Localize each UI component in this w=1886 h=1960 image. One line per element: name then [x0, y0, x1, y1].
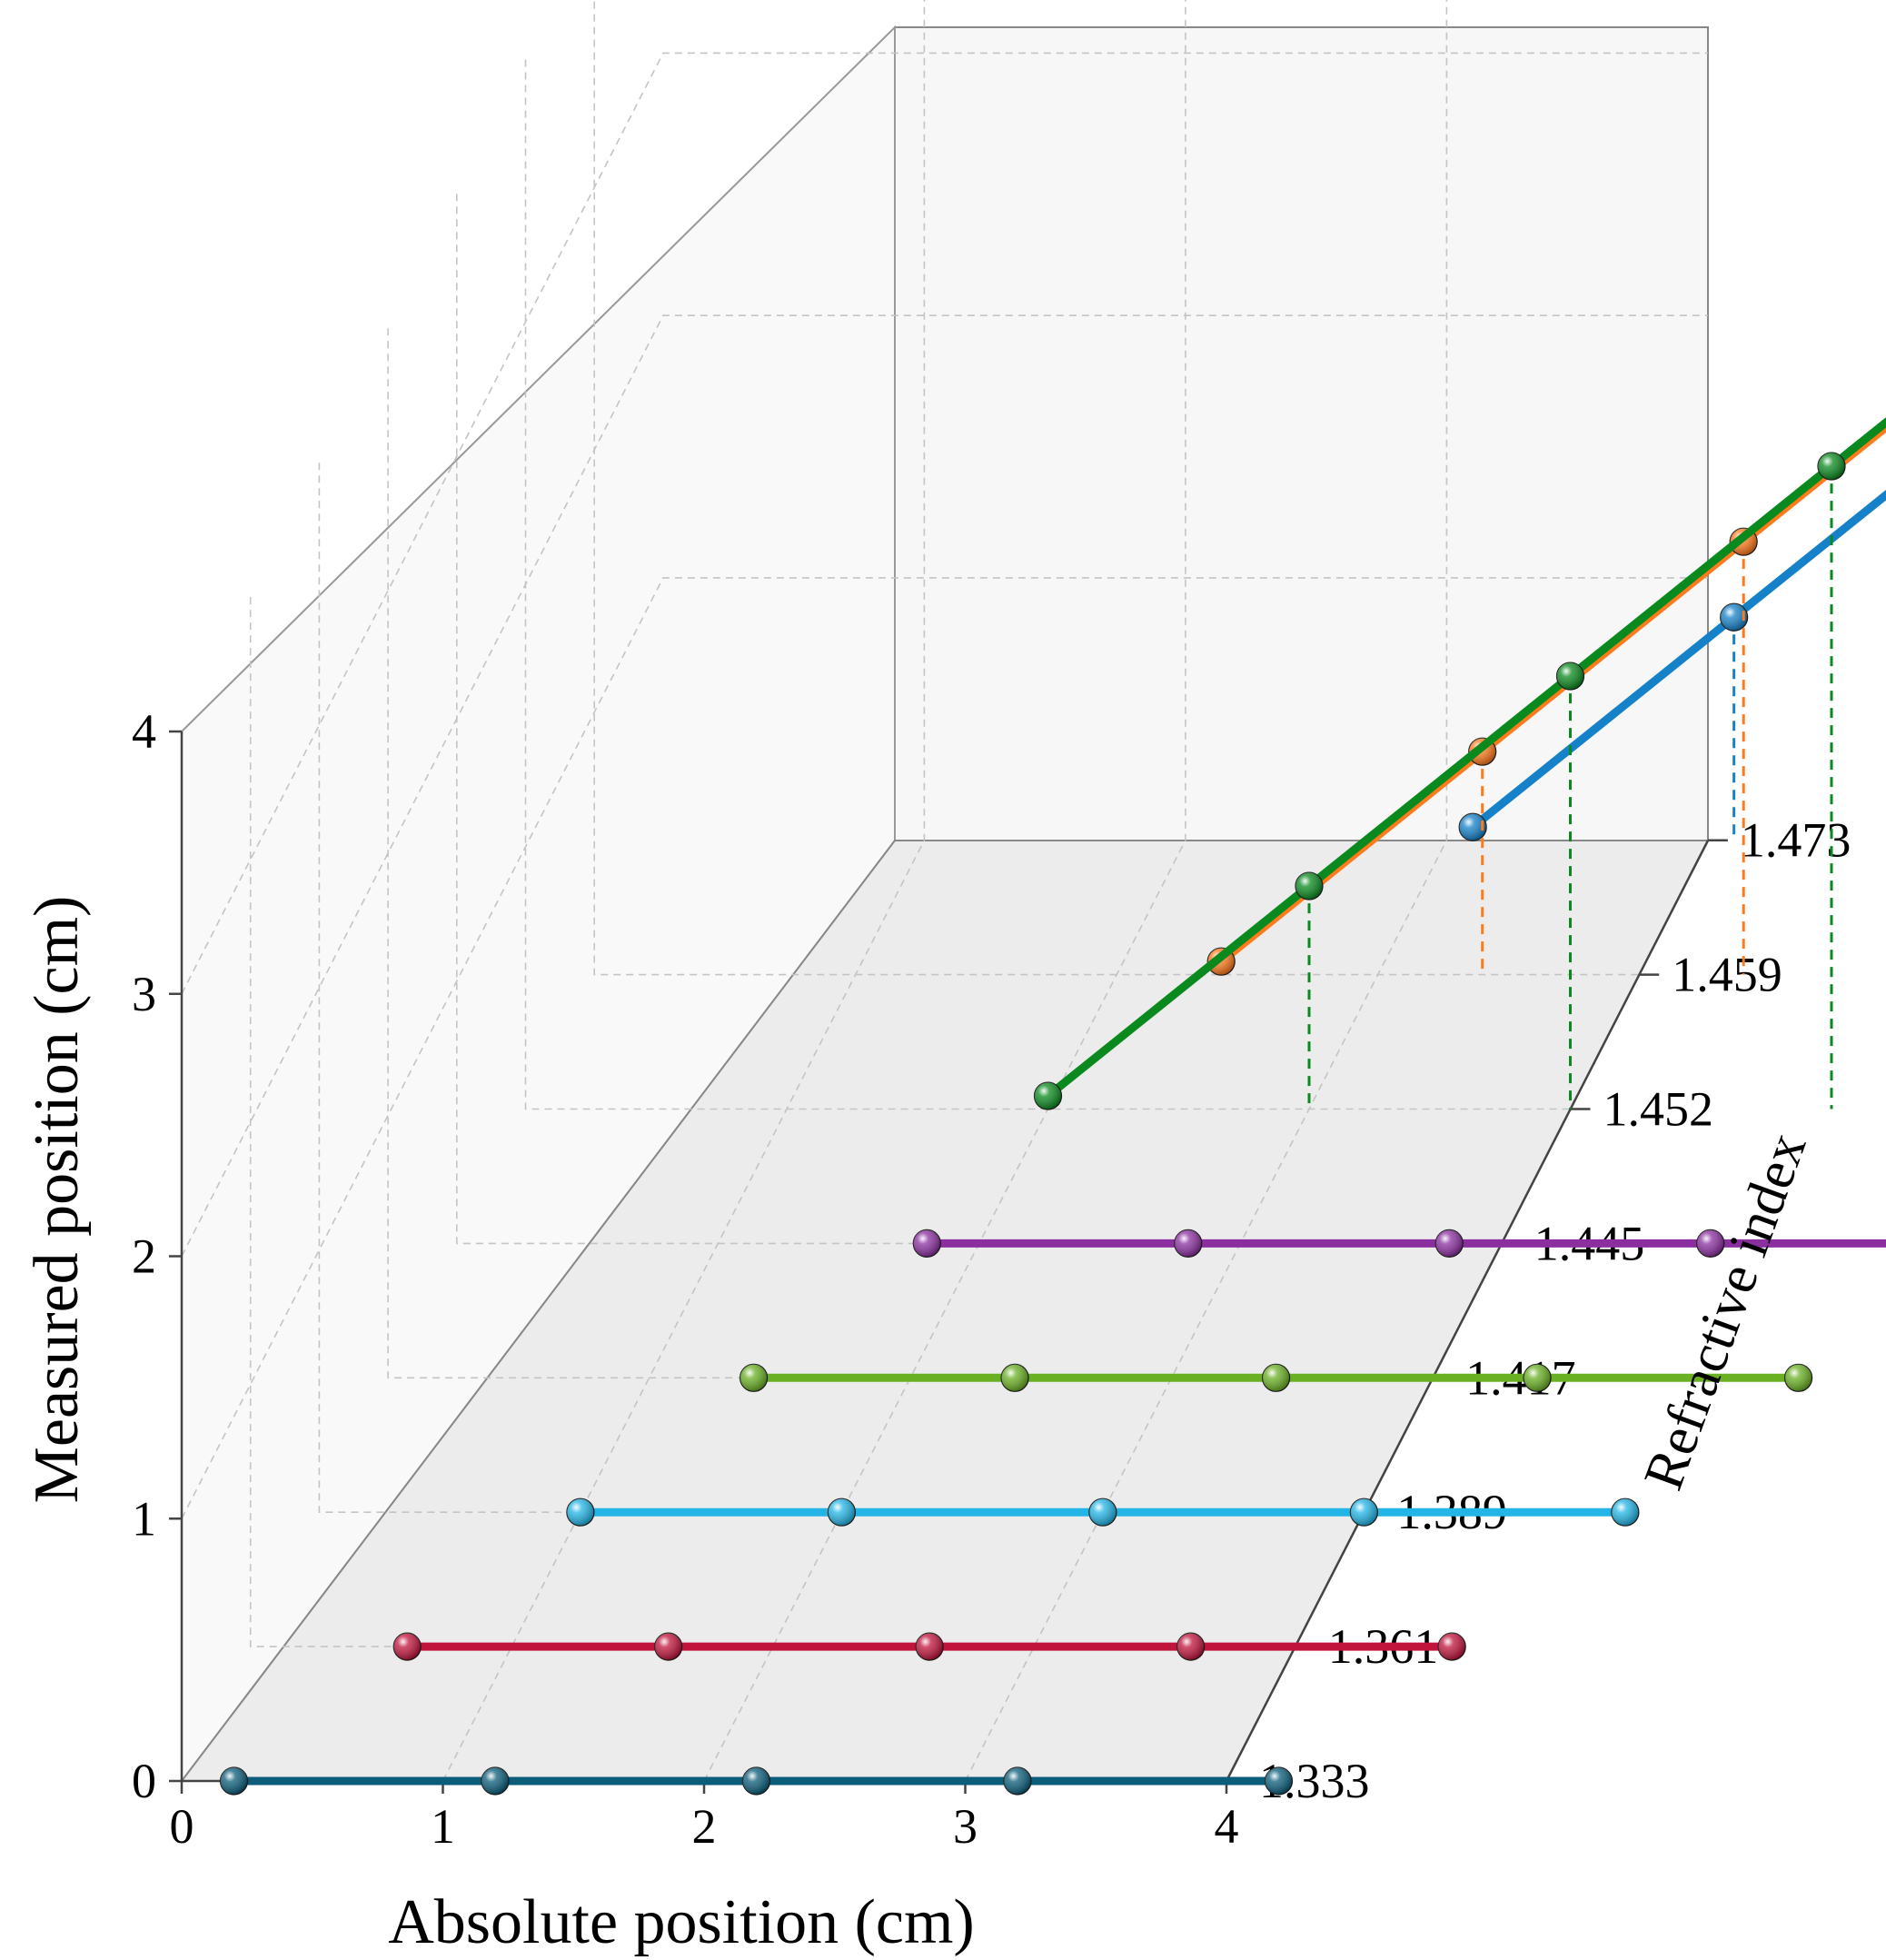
data-point-highlight — [393, 1633, 422, 1661]
x-tick-label: 1 — [431, 1799, 455, 1854]
series-group — [219, 417, 1886, 1796]
grid-line-z — [181, 314, 1708, 1257]
data-point-highlight — [1438, 1633, 1466, 1661]
data-point-highlight — [742, 1767, 770, 1795]
series-1.361 — [392, 1632, 1466, 1661]
data-point-highlight — [1034, 1082, 1062, 1110]
series-line — [1468, 490, 1886, 831]
data-point-highlight — [1459, 813, 1487, 841]
data-point-highlight — [220, 1767, 248, 1795]
data-point-highlight — [1262, 1364, 1290, 1392]
x-tick-label: 4 — [1215, 1799, 1239, 1854]
data-point-highlight — [1720, 603, 1748, 632]
data-point-highlight — [1784, 1364, 1812, 1392]
z-tick-label: 1 — [132, 1491, 156, 1546]
z-tick-label: 4 — [132, 704, 156, 759]
y-tick-label: 1.459 — [1672, 948, 1782, 1002]
data-point-highlight — [1524, 1364, 1552, 1392]
data-point-highlight — [1004, 1767, 1031, 1795]
data-point-highlight — [1088, 1498, 1117, 1527]
x-tick-label: 3 — [953, 1799, 978, 1854]
data-point-highlight — [1818, 453, 1845, 481]
data-point-highlight — [828, 1498, 856, 1527]
z-tick-group: 0 1 2 3 4 — [132, 704, 182, 1808]
y-tick-label: 1.473 — [1741, 813, 1851, 868]
grid-line-x — [442, 0, 926, 1782]
grid-line-x — [964, 0, 1448, 1782]
data-point-highlight — [566, 1498, 594, 1527]
data-point-highlight — [1435, 1229, 1464, 1258]
grid-line-depth — [524, 59, 1571, 1110]
y-axis-title: Refractive index — [1633, 1125, 1819, 1497]
series-1.473 — [1458, 490, 1886, 841]
grid-line-z — [181, 52, 1708, 995]
data-point-highlight — [1350, 1498, 1378, 1527]
data-point-highlight — [1556, 662, 1584, 691]
data-point-highlight — [1001, 1364, 1029, 1392]
series-1.333 — [219, 1766, 1294, 1796]
data-point-highlight — [1174, 1229, 1202, 1258]
z-tick-label: 2 — [132, 1229, 156, 1284]
data-point-highlight — [1265, 1767, 1293, 1795]
data-point-highlight — [654, 1633, 682, 1661]
grid-line-depth — [593, 0, 1640, 976]
x-tick-label: 2 — [692, 1799, 717, 1854]
z-tick-label: 0 — [132, 1754, 156, 1808]
x-tick-label: 0 — [170, 1799, 194, 1854]
data-point-highlight — [916, 1633, 944, 1661]
series-1.445 — [912, 1229, 1886, 1259]
back-wall — [894, 26, 1709, 841]
y-tick-label: 1.452 — [1603, 1082, 1714, 1137]
series-1.389 — [566, 1497, 1640, 1527]
data-point-highlight — [1176, 1633, 1205, 1661]
x-tick-group: 0 1 2 3 4 — [170, 1781, 1239, 1854]
y-axis-line — [1225, 840, 1710, 1782]
data-point-highlight — [1295, 872, 1323, 900]
data-point-highlight — [740, 1364, 768, 1392]
series-1.417 — [739, 1363, 1813, 1392]
data-point-highlight — [1611, 1498, 1639, 1527]
z-axis-title: Measured position (cm) — [22, 896, 92, 1504]
grid-line-x — [703, 0, 1186, 1782]
data-point-highlight — [913, 1229, 941, 1258]
data-point-highlight — [1696, 1229, 1724, 1258]
z-tick-label: 3 — [132, 967, 156, 1021]
grid-line-z — [181, 577, 1708, 1519]
series-1.452 — [1033, 417, 1886, 1110]
data-point-highlight — [481, 1767, 509, 1795]
x-axis-title: Absolute position (cm) — [388, 1887, 974, 1957]
